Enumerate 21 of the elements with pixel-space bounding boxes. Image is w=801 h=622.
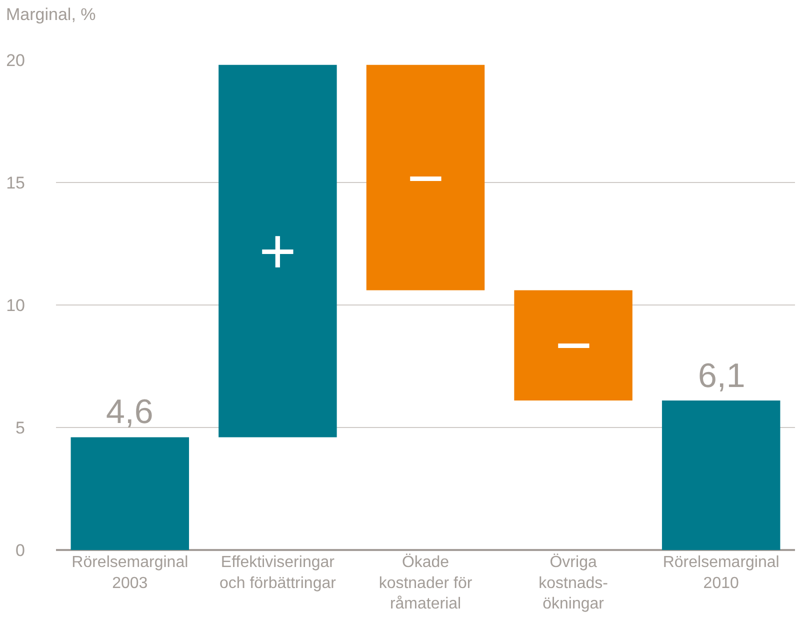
y-tick-label: 20	[6, 50, 25, 70]
bar	[662, 400, 780, 550]
y-tick-label: 15	[6, 173, 25, 192]
x-tick-label: Rörelsemarginal 2003	[72, 554, 188, 592]
data-label: 4,6	[106, 393, 154, 431]
data-label: 6,1	[698, 357, 746, 395]
annotation: +	[259, 215, 296, 287]
bar	[218, 64, 337, 438]
x-tick-label: Rörelsemarginal 2010	[662, 554, 780, 592]
bar	[366, 64, 485, 290]
y-tick-label: 0	[16, 540, 25, 560]
y-axis-title: Marginal, %	[6, 5, 96, 24]
annotation: −	[555, 309, 592, 381]
bar	[70, 437, 190, 550]
x-tick-label: Effektiviseringar och förbättringar	[219, 554, 337, 592]
annotation: −	[407, 142, 444, 214]
y-tick-label: 5	[16, 418, 25, 438]
bar	[514, 290, 632, 401]
y-tick-label: 10	[6, 296, 25, 315]
x-tick-label: Övriga kostnads- ökningar	[538, 553, 608, 613]
x-tick-label: Ökade kostnader för råmaterial	[378, 553, 473, 613]
